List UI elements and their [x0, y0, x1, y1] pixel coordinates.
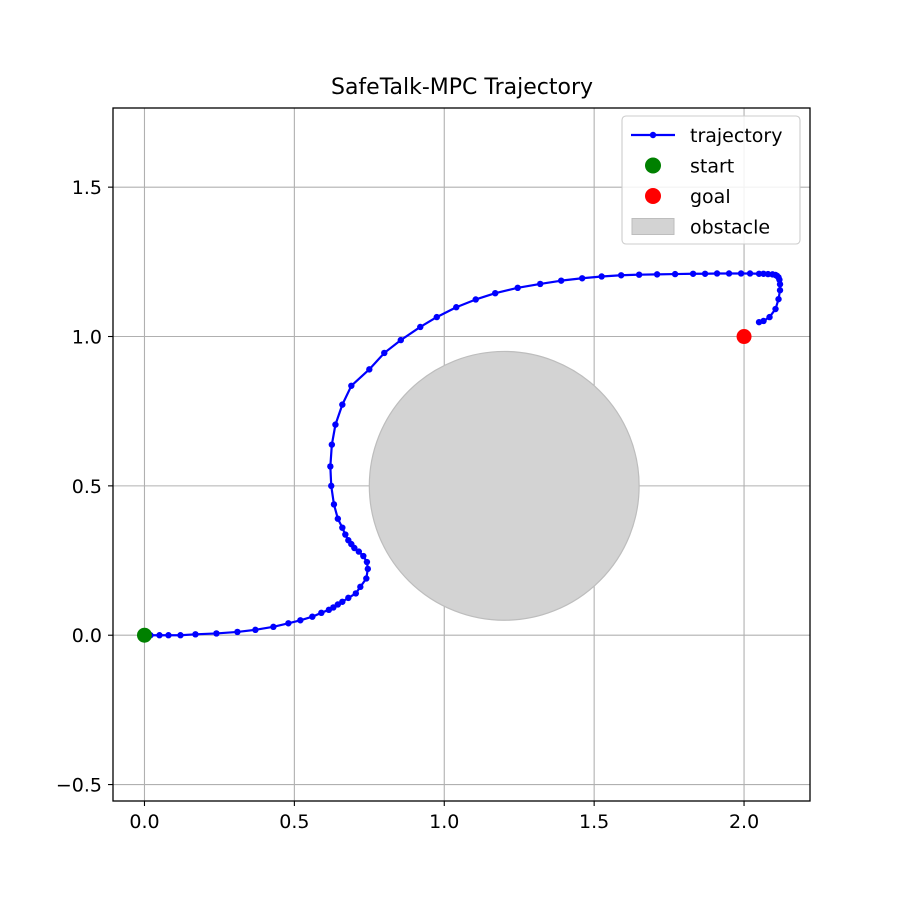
y-tick-label: −0.5 [56, 775, 102, 797]
trajectory-point [339, 598, 346, 605]
trajectory-point [772, 305, 779, 313]
trajectory-point [725, 270, 733, 277]
trajectory-point [755, 318, 763, 326]
trajectory-point [357, 583, 364, 591]
x-tick-label: 0.5 [279, 811, 309, 833]
trajectory-point [252, 626, 259, 634]
trajectory-point [348, 382, 355, 389]
trajectory-point [536, 280, 544, 288]
trajectory-point [578, 275, 586, 282]
plot-area: 0.0 0.5 1.0 1.5 2.0 −0.5 0.0 0.5 1.0 1.5 SafeTalk-… [56, 75, 811, 833]
trajectory-point [318, 609, 325, 617]
x-tick-label: 1.0 [429, 811, 459, 833]
legend-box [621, 115, 801, 245]
trajectory-point [381, 349, 388, 357]
trajectory-point [355, 548, 363, 555]
trajectory-point [360, 552, 367, 560]
legend-goal-marker [645, 188, 661, 204]
y-tick-label: 0.0 [72, 625, 102, 647]
trajectory-point [330, 501, 338, 508]
trajectory-point [234, 628, 241, 636]
trajectory-point [156, 632, 163, 639]
trajectory-point [165, 632, 172, 639]
legend-label-start: start [690, 156, 734, 178]
trajectory-point [332, 421, 339, 428]
trajectory-point [713, 270, 721, 277]
trajectory-point [342, 531, 349, 538]
trajectory-point [297, 617, 304, 624]
goal-marker [736, 329, 752, 345]
trajectory-point [397, 336, 404, 344]
trajectory-point [746, 270, 754, 277]
trajectory-point [270, 623, 277, 631]
trajectory-point [701, 270, 709, 277]
x-tick-label: 0.0 [129, 811, 159, 833]
trajectory-point [775, 295, 782, 303]
trajectory-point [653, 271, 661, 278]
trajectory-point [339, 401, 346, 408]
trajectory-point [671, 270, 679, 278]
start-marker [136, 627, 152, 643]
trajectory-point [364, 565, 372, 573]
legend: trajectory start goal obstacle [621, 115, 801, 245]
trajectory-point [309, 613, 316, 620]
legend-label-obstacle: obstacle [690, 217, 770, 239]
trajectory-point [557, 277, 565, 284]
trajectory-point [492, 289, 499, 297]
trajectory-point [617, 272, 625, 279]
trajectory-point [334, 515, 342, 522]
trajectory-point [192, 631, 199, 638]
trajectory-point [352, 590, 360, 597]
trajectory-point [213, 630, 220, 637]
trajectory-point [345, 537, 352, 544]
legend-start-marker [645, 157, 661, 174]
legend-obstacle-patch [631, 218, 675, 235]
x-tick-label: 2.0 [729, 811, 759, 833]
trajectory-point [366, 366, 373, 373]
trajectory-point [363, 575, 370, 582]
trajectory-point [755, 270, 763, 277]
trajectory-point [472, 296, 479, 303]
trajectory-point [635, 271, 643, 278]
obstacle-circle [368, 350, 640, 621]
legend-trajectory-marker [649, 131, 657, 139]
legend-label-goal: goal [690, 186, 731, 208]
trajectory-point [339, 524, 346, 531]
trajectory-point [766, 313, 773, 321]
y-tick-label: 1.0 [72, 327, 102, 349]
trajectory-point [776, 287, 784, 294]
trajectory-point [453, 304, 460, 311]
axes-frame [112, 107, 811, 802]
trajectory-point [330, 604, 337, 611]
trajectory-point [327, 463, 334, 470]
x-tick-label: 1.5 [579, 811, 609, 833]
trajectory-point [514, 284, 521, 292]
trajectory-point [737, 270, 745, 277]
trajectory-point [363, 558, 371, 566]
trajectory-point [345, 594, 352, 602]
y-tick-label: 1.5 [72, 177, 102, 199]
trajectory-point [417, 323, 424, 331]
trajectory-point [285, 620, 292, 627]
trajectory-point [598, 273, 605, 280]
trajectory-point [177, 632, 184, 639]
trajectory-point [328, 482, 335, 490]
trajectory-point [433, 313, 440, 321]
legend-label-trajectory: trajectory [690, 125, 782, 147]
chart-title: SafeTalk-MPC Trajectory [331, 75, 593, 100]
trajectory-point [776, 281, 784, 288]
trajectory-point [328, 441, 336, 448]
trajectory-point [689, 270, 697, 277]
y-tick-label: 0.5 [72, 476, 102, 498]
